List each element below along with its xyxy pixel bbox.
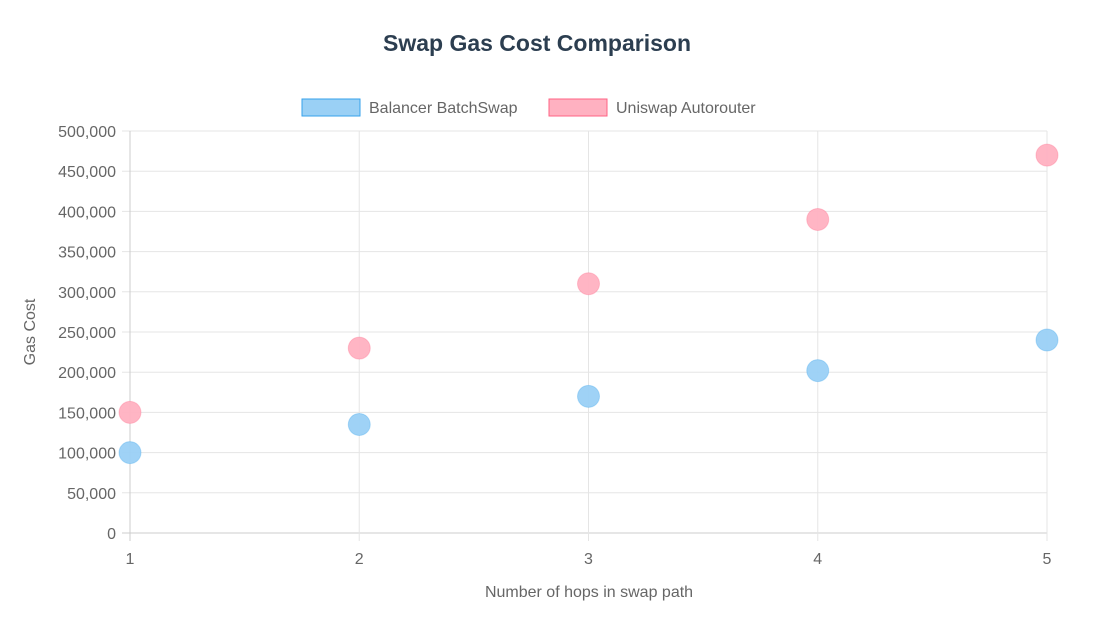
- x-tick-label: 4: [813, 551, 822, 568]
- legend-swatch: [548, 98, 608, 117]
- data-point: [1035, 143, 1059, 167]
- legend: Balancer BatchSwap Uniswap Autorouter: [301, 98, 756, 117]
- y-tick-label: 400,000: [58, 204, 116, 221]
- y-tick-label: 350,000: [58, 245, 116, 262]
- data-point: [118, 400, 142, 424]
- y-tick-label: 250,000: [58, 325, 116, 342]
- y-tick-label: 200,000: [58, 365, 116, 382]
- legend-label: Balancer BatchSwap: [369, 100, 518, 117]
- y-tick-label: 500,000: [58, 124, 116, 141]
- data-point: [1035, 328, 1059, 352]
- legend-label: Uniswap Autorouter: [616, 100, 756, 117]
- x-tick-label: 1: [126, 551, 135, 568]
- x-tick-label: 3: [584, 551, 593, 568]
- data-point: [347, 336, 371, 360]
- x-tick-label: 2: [355, 551, 364, 568]
- y-tick-label: 50,000: [67, 486, 116, 503]
- x-tick-label: 5: [1043, 551, 1052, 568]
- y-tick-label: 450,000: [58, 164, 116, 181]
- y-tick-label: 300,000: [58, 285, 116, 302]
- x-axis-label: Number of hops in swap path: [485, 584, 693, 601]
- chart-title: Swap Gas Cost Comparison: [383, 30, 691, 56]
- legend-swatch: [301, 98, 361, 117]
- y-tick-label: 100,000: [58, 446, 116, 463]
- y-tick-label: 0: [107, 526, 116, 543]
- data-point: [806, 207, 830, 231]
- data-point: [577, 384, 600, 408]
- data-point: [577, 272, 600, 296]
- grid: 0 50,000 100,000 150,000 200,000 250,000 300,0…: [58, 124, 1051, 568]
- y-axis-label: Gas Cost: [22, 298, 39, 365]
- data-points: [118, 143, 1059, 465]
- data-point: [118, 441, 142, 465]
- y-tick-label: 150,000: [58, 405, 116, 422]
- data-point: [806, 359, 830, 383]
- data-point: [347, 412, 371, 436]
